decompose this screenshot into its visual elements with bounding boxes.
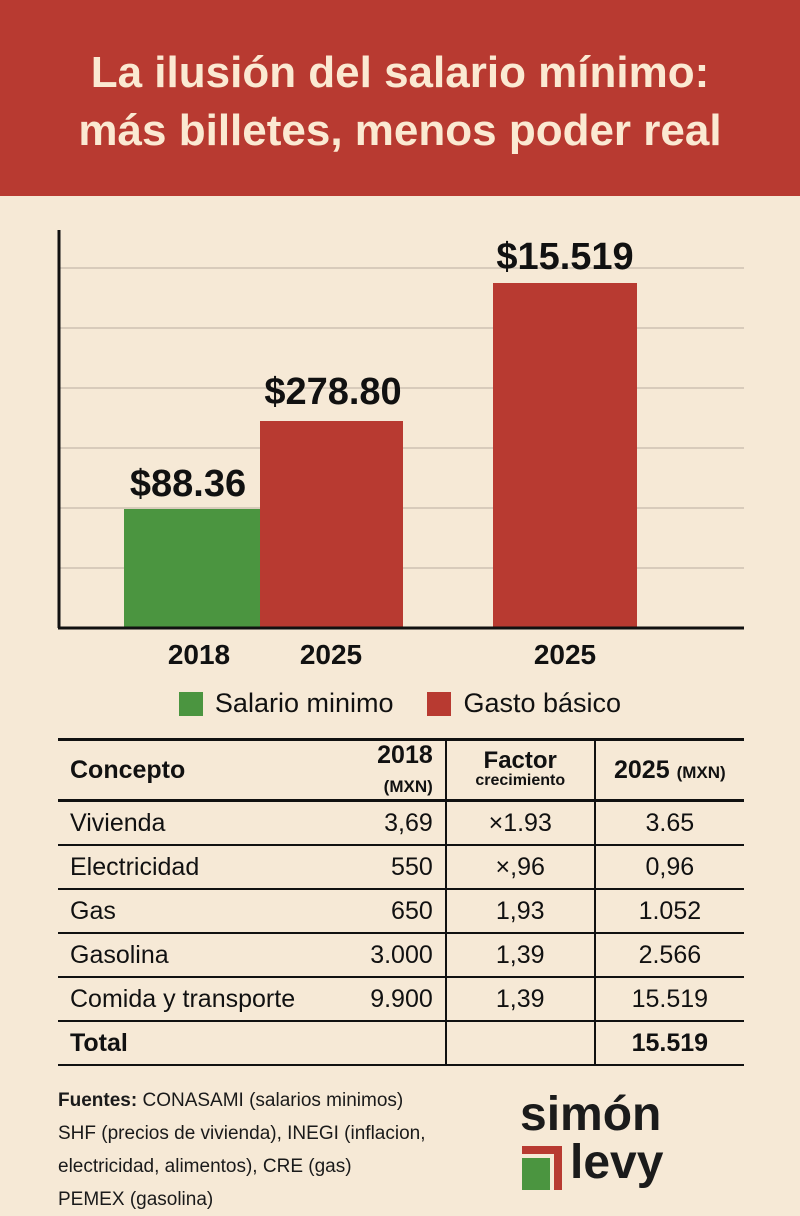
total-2018-empty <box>310 1020 446 1066</box>
cell-factor: ×1.93 <box>444 799 595 846</box>
header-factor-top: Factor <box>483 747 557 774</box>
legend-item-salario: Salario minimo <box>178 688 394 719</box>
bar-1 <box>260 421 403 628</box>
source-conasami: CONASAMI <box>142 1090 244 1111</box>
bar-2 <box>493 283 637 628</box>
cell-factor: 1,39 <box>444 932 595 978</box>
table-total-row: Total 15.519 <box>58 1020 744 1066</box>
header-2018-unit: (MXN) <box>383 777 433 796</box>
bar-value-label-1: $278.80 <box>264 371 401 413</box>
x-tick-label-2: 2025 <box>534 639 596 670</box>
logo-mark-red-stem <box>554 1146 562 1190</box>
bar-value-label-0: $88.36 <box>130 463 246 505</box>
cell-factor: 1,93 <box>444 888 595 934</box>
sources-note: Fuentes: CONASAMI (salarios minimos) SHF… <box>58 1084 498 1216</box>
cell-concepto: Gas <box>58 888 311 934</box>
bar-chart: $88.36 2018 $278.80 2025 $15.519 2025 <box>57 230 744 670</box>
sources-lead: Fuentes: <box>58 1090 138 1111</box>
table-row: Gasolina 3.000 1,39 2.566 <box>58 932 744 978</box>
logo-mark-red-bar <box>522 1146 562 1154</box>
cell-concepto: Gasolina <box>58 932 311 978</box>
chart-legend: Salario minimo Gasto básico <box>0 688 800 719</box>
cell-2018: 650 <box>310 888 446 934</box>
header-concepto: Concepto <box>58 738 311 802</box>
header-factor-bottom: crecimiento <box>475 772 566 789</box>
source-inegi-desc-2: electricidad, alimentos), <box>58 1156 258 1177</box>
cell-2025: 3.65 <box>593 799 744 846</box>
table-header-row: Concepto 2018 (MXN) Factor crecimiento 20… <box>58 738 744 802</box>
logo-text-levy: levy <box>570 1136 664 1189</box>
cell-factor: ×,96 <box>444 844 595 890</box>
cell-2025: 15.519 <box>593 976 744 1022</box>
cell-2025: 2.566 <box>593 932 744 978</box>
cell-2018: 3.000 <box>310 932 446 978</box>
cell-2025: 1.052 <box>593 888 744 934</box>
brand-logo: simón levy <box>520 1090 720 1200</box>
legend-label-gasto: Gasto básico <box>463 688 622 718</box>
legend-label-salario: Salario minimo <box>214 688 394 718</box>
header-2018-year: 2018 <box>377 741 433 769</box>
cell-2018: 3,69 <box>310 799 446 846</box>
bar-0 <box>124 509 260 628</box>
cell-concepto: Comida y transporte <box>58 976 311 1022</box>
header-factor: Factor crecimiento <box>444 738 595 802</box>
header-2018: 2018 (MXN) <box>310 738 446 802</box>
cell-factor: 1,39 <box>444 976 595 1022</box>
source-conasami-desc: (salarios minimos) <box>249 1090 404 1111</box>
source-cre-desc: (gas) <box>308 1156 352 1177</box>
bar-value-label-2: $15.519 <box>496 236 633 278</box>
source-shf-desc: (precios de vivienda), <box>101 1123 282 1144</box>
legend-item-gasto: Gasto básico <box>427 688 621 719</box>
header-2025: 2025 (MXN) <box>593 738 744 802</box>
table-row: Electricidad 550 ×,96 0,96 <box>58 844 744 890</box>
source-shf: SHF <box>58 1123 96 1144</box>
logo-mark-icon <box>522 1146 562 1190</box>
cell-concepto: Electricidad <box>58 844 311 890</box>
title-banner: La ilusión del salario mínimo: más bille… <box>0 0 800 196</box>
source-inegi: INEGI <box>287 1123 339 1144</box>
source-cre: CRE <box>262 1156 303 1177</box>
header-2025-unit: (MXN) <box>676 762 726 782</box>
header-2025-year: 2025 <box>614 755 670 784</box>
table-row: Vivienda 3,69 ×1.93 3.65 <box>58 799 744 846</box>
cell-concepto: Vivienda <box>58 799 311 846</box>
title-line-1: La ilusión del salario mínimo: <box>90 48 710 97</box>
logo-mark-green-block <box>522 1158 550 1190</box>
total-2025: 15.519 <box>593 1020 744 1066</box>
logo-text-simon: simón <box>520 1088 662 1141</box>
cost-table: Concepto 2018 (MXN) Factor crecimiento 20… <box>58 738 744 1066</box>
source-inegi-desc: (inflacion, <box>344 1123 426 1144</box>
table-row: Comida y transporte 9.900 1,39 15.519 <box>58 976 744 1022</box>
legend-swatch-green <box>178 691 203 716</box>
x-tick-label-1: 2025 <box>300 639 362 670</box>
cell-2018: 550 <box>310 844 446 890</box>
title-line-2: más billetes, menos poder real <box>78 106 722 155</box>
x-tick-label-0: 2018 <box>168 639 230 670</box>
legend-swatch-red <box>427 691 452 716</box>
total-factor-empty <box>444 1020 595 1066</box>
total-label: Total <box>58 1020 311 1066</box>
cell-2018: 9.900 <box>310 976 446 1022</box>
cell-2025: 0,96 <box>593 844 744 890</box>
page-title: La ilusión del salario mínimo: más bille… <box>0 0 800 160</box>
table-row: Gas 650 1,93 1.052 <box>58 888 744 934</box>
